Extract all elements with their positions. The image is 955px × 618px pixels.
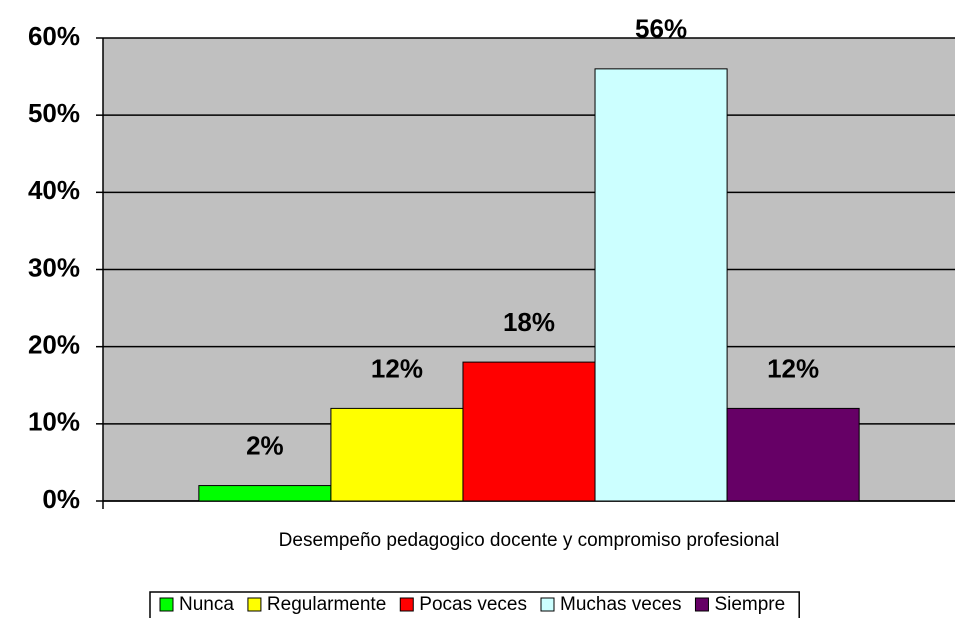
legend-label: Regularmente — [267, 594, 386, 615]
data-label: 12% — [371, 353, 423, 383]
bar — [726, 407, 860, 502]
bar — [330, 407, 464, 502]
y-tick-label: 10% — [28, 407, 80, 437]
legend-swatch — [399, 597, 414, 612]
x-tick-label: Desempeño pedagogico docente y compromis… — [279, 530, 780, 551]
legend-label: Siempre — [714, 594, 785, 615]
y-tick-label: 40% — [28, 175, 80, 205]
legend-label: Muchas veces — [560, 594, 681, 615]
legend-swatch — [159, 597, 174, 612]
legend-label: Nunca — [179, 594, 234, 615]
legend-swatch — [694, 597, 709, 612]
y-tick-label: 30% — [28, 252, 80, 282]
data-label: 18% — [503, 307, 555, 337]
data-label: 12% — [767, 353, 819, 383]
bar — [462, 361, 596, 502]
bar — [198, 485, 332, 502]
data-label: 2% — [246, 430, 284, 460]
data-label: 56% — [635, 14, 687, 44]
y-tick-label: 60% — [28, 21, 80, 51]
y-tick-label: 50% — [28, 98, 80, 128]
legend-swatch — [540, 597, 555, 612]
y-tick-label: 20% — [28, 330, 80, 360]
bar — [594, 68, 728, 502]
legend-swatch — [247, 597, 262, 612]
legend-label: Pocas veces — [419, 594, 527, 615]
y-tick-label: 0% — [42, 484, 80, 514]
